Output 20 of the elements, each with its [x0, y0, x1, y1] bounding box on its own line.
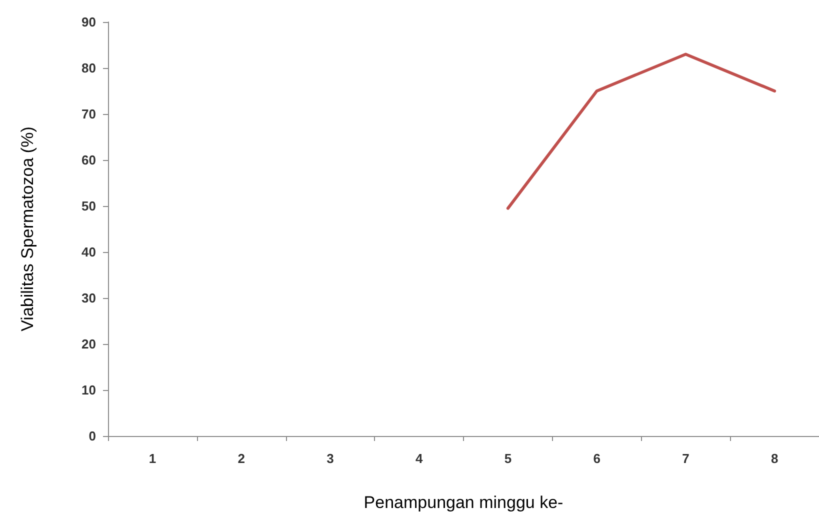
y-tick-label: 0 [88, 428, 96, 444]
y-tick-label: 40 [82, 244, 96, 260]
x-tick-label: 3 [326, 451, 334, 466]
y-tick-label: 20 [82, 336, 96, 352]
y-tick-label: 50 [82, 198, 96, 214]
x-tick-label: 4 [415, 451, 424, 466]
y-tick-label: 60 [82, 152, 96, 168]
x-tick-label: 6 [593, 451, 600, 466]
x-tick-label: 5 [504, 451, 512, 466]
y-tick-label: 70 [82, 106, 96, 122]
y-tick-label: 90 [82, 14, 96, 30]
x-axis-title: Penampungan minggu ke- [364, 493, 564, 512]
x-tick-label: 8 [770, 451, 778, 466]
x-tick-label: 1 [148, 451, 156, 466]
y-tick-label: 10 [82, 382, 96, 398]
x-tick-label: 7 [682, 451, 690, 466]
y-tick-label: 30 [82, 290, 96, 306]
y-tick-label: 80 [82, 60, 96, 76]
x-tick-label: 2 [238, 451, 245, 466]
y-axis-title: Viabilitas Spermatozoa (%) [18, 126, 37, 332]
